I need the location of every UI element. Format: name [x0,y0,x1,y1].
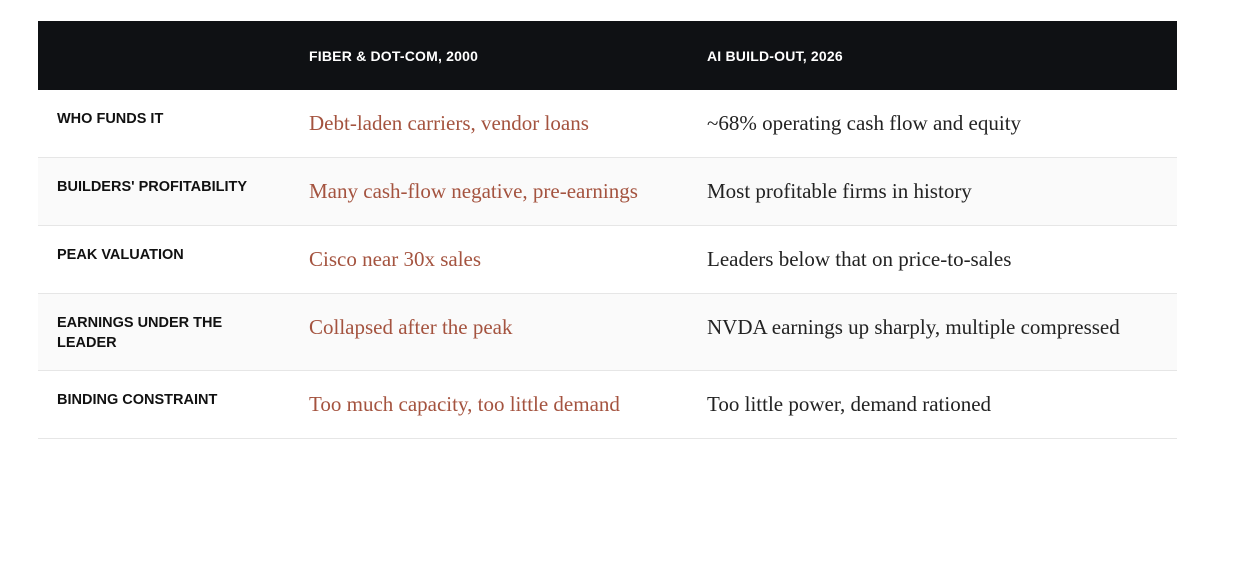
fiber-cell: Cisco near 30x sales [290,225,688,294]
fiber-cell: Debt-laden carriers, vendor loans [290,90,688,158]
table-row: BUILDERS' PROFITABILITY Many cash-flow ne… [38,157,1177,226]
fiber-cell: Collapsed after the peak [290,293,688,371]
row-label: PEAK VALUATION [38,225,290,294]
ai-cell: ~68% operating cash flow and equity [688,90,1177,158]
table-row: WHO FUNDS IT Debt-laden carriers, vendor … [38,90,1177,158]
fiber-cell: Too much capacity, too little demand [290,370,688,439]
table-row: EARNINGS UNDER THE LEADER Collapsed after… [38,293,1177,371]
header-row: FIBER & DOT-COM, 2000 AI BUILD-OUT, 2026 [38,21,1177,90]
row-label: EARNINGS UNDER THE LEADER [38,293,290,371]
header-cell: FIBER & DOT-COM, 2000 [290,21,688,90]
header-cell: AI BUILD-OUT, 2026 [688,21,1177,90]
ai-cell: Leaders below that on price-to-sales [688,225,1177,294]
table-row: BINDING CONSTRAINT Too much capacity, too… [38,370,1177,439]
ai-cell: Too little power, demand rationed [688,370,1177,439]
header-empty [38,21,290,90]
ai-cell: NVDA earnings up sharply, multiple compr… [688,293,1177,371]
comparison-table: FIBER & DOT-COM, 2000 AI BUILD-OUT, 2026… [38,21,1177,439]
row-label: BINDING CONSTRAINT [38,370,290,439]
table-body: WHO FUNDS IT Debt-laden carriers, vendor … [38,90,1177,439]
fiber-cell: Many cash-flow negative, pre-earnings [290,157,688,226]
row-label: BUILDERS' PROFITABILITY [38,157,290,226]
ai-cell: Most profitable firms in history [688,157,1177,226]
table-row: PEAK VALUATION Cisco near 30x sales Leader… [38,225,1177,294]
row-label: WHO FUNDS IT [38,90,290,158]
